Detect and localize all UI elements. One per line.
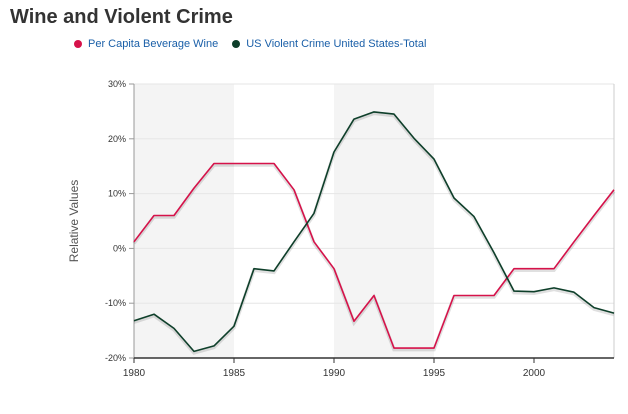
series-line-1[interactable] (133, 111, 615, 353)
y-tick-label: 20% (108, 134, 126, 144)
x-tick-label: 1990 (323, 368, 346, 379)
legend: Per Capita Beverage Wine US Violent Crim… (74, 38, 426, 50)
chart-title: Wine and Violent Crime (10, 6, 233, 28)
y-tick-label: 10% (108, 189, 126, 199)
series-line-0[interactable] (133, 162, 615, 349)
y-tick-label: 30% (108, 79, 126, 89)
legend-marker-crime (232, 40, 241, 48)
y-tick-label: -10% (105, 298, 126, 308)
y-tick-label: 0% (113, 243, 126, 253)
legend-marker-wine (74, 40, 82, 48)
legend-label-wine: Per Capita Beverage Wine (88, 38, 219, 50)
x-tick-label: 2000 (523, 368, 546, 379)
legend-label-crime: US Violent Crime United States-Total (246, 38, 427, 50)
legend-item-crime[interactable]: US Violent Crime United States-Total (232, 38, 426, 50)
shaded-band-1 (334, 84, 434, 358)
legend-item-wine[interactable]: Per Capita Beverage Wine (74, 38, 218, 50)
x-tick-label: 1995 (423, 368, 446, 379)
series-shadow-1 (133, 111, 615, 355)
y-axis-title: Relative Values (67, 180, 81, 263)
y-tick-label: -20% (105, 353, 126, 363)
x-tick-label: 1980 (123, 368, 146, 379)
x-tick-label: 1985 (223, 368, 246, 379)
